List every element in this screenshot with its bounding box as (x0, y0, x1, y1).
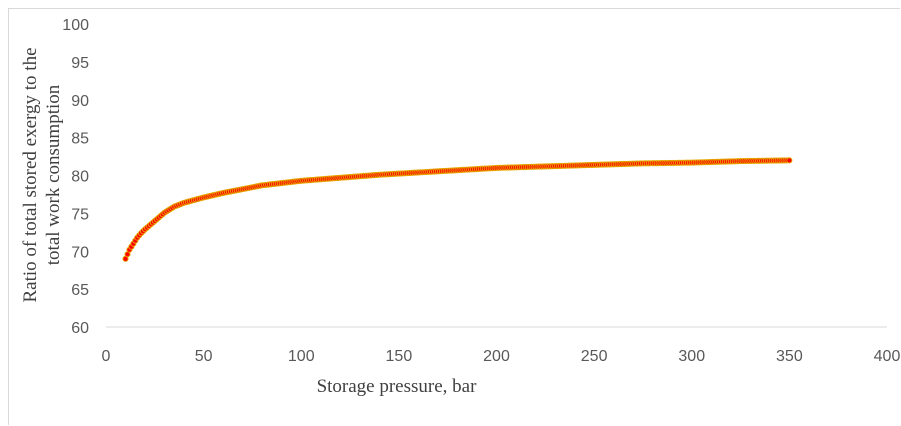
y-tick-label: 85 (71, 131, 89, 148)
x-tick-label: 300 (678, 348, 705, 365)
x-tick-labels: 0 50 100 150 200 250 300 350 400 (102, 348, 901, 365)
y-tick-label: 65 (71, 282, 89, 299)
y-tick-label: 60 (71, 320, 89, 337)
x-tick-label: 250 (581, 348, 608, 365)
y-axis-title-line-2: total work consumption (43, 84, 64, 265)
y-tick-label: 90 (71, 93, 89, 110)
y-axis-title-line-1: Ratio of total stored exergy to the (20, 47, 41, 302)
y-tick-labels: 60 65 70 75 80 85 90 95 100 (62, 17, 89, 337)
x-tick-label: 100 (288, 348, 315, 365)
x-tick-label: 400 (874, 348, 901, 365)
x-tick-label: 200 (483, 348, 510, 365)
y-tick-label: 80 (71, 169, 89, 186)
x-tick-label: 0 (102, 348, 111, 365)
x-tick-label: 350 (776, 348, 803, 365)
chart-frame (8, 8, 900, 425)
x-axis-title: Storage pressure, bar (317, 376, 478, 397)
data-point (786, 157, 793, 164)
y-tick-label: 75 (71, 206, 89, 223)
y-tick-label: 70 (71, 244, 89, 261)
x-tick-label: 50 (195, 348, 213, 365)
y-tick-label: 95 (71, 55, 89, 72)
data-series (122, 157, 793, 262)
y-tick-label: 100 (62, 17, 89, 34)
x-tick-label: 150 (386, 348, 413, 365)
